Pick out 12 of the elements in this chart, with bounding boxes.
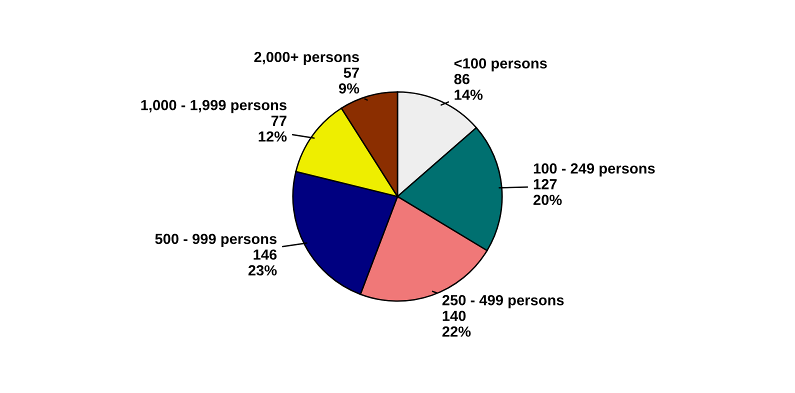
data-label: 77 12% xyxy=(258,116,287,142)
data-label: 127 20% xyxy=(533,179,562,206)
slice-label: 1,000 - 1,999 persons xyxy=(141,100,286,114)
slice-label: 100 - 249 persons xyxy=(534,163,655,177)
data-label: 57 9% xyxy=(338,68,360,94)
data-label: 86 14% xyxy=(454,74,483,100)
slice-label: 250 - 499 persons xyxy=(442,295,564,308)
slice-label: 2,000+ persons xyxy=(254,52,359,66)
slice-label: <100 persons xyxy=(454,58,547,72)
data-label: 140 22% xyxy=(442,310,471,337)
data-label: 146 23% xyxy=(248,249,277,276)
slice-label: 500 - 999 persons xyxy=(155,234,277,247)
